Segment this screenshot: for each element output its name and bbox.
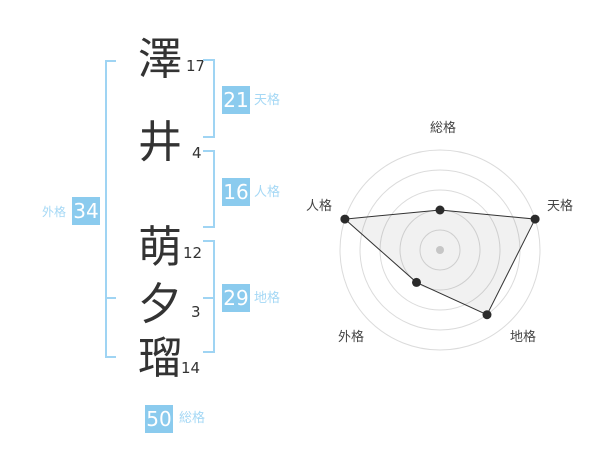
axis-label-soukaku: 総格 <box>430 121 457 136</box>
soukaku-value-badge: 50 <box>145 405 173 433</box>
radar-point <box>435 205 445 215</box>
grid-ring <box>339 149 541 351</box>
tenkaku-value-badge: 21 <box>222 86 250 114</box>
name-char-5: 瑠 <box>138 333 182 384</box>
stroke-count-1: 17 <box>186 57 206 75</box>
axis-label-gaikaku: 外格 <box>338 330 365 345</box>
name-char-4: 夕 <box>138 279 182 330</box>
jinkaku-label: 人格 <box>254 185 281 200</box>
jinkaku-value-badge: 16 <box>222 178 250 206</box>
name-char-2: 井 <box>138 117 182 168</box>
stroke-count-2: 4 <box>192 144 202 162</box>
radar-point <box>412 277 421 287</box>
tenkaku-label: 天格 <box>254 93 281 108</box>
gaikaku-value-badge: 34 <box>72 197 100 225</box>
name-char-1: 澤 <box>138 34 182 85</box>
axis-label-tenkaku: 天格 <box>547 199 574 214</box>
chikaku-value-badge: 29 <box>222 284 250 312</box>
soukaku-label: 総格 <box>179 411 206 426</box>
axis-label-chikaku: 地格 <box>510 330 537 345</box>
stroke-count-4: 3 <box>191 303 201 321</box>
chikaku-label: 地格 <box>254 291 281 306</box>
radar-polygon <box>343 209 536 316</box>
radar-point <box>340 214 350 224</box>
center-dot <box>436 246 444 254</box>
stroke-count-5: 14 <box>181 359 201 377</box>
gaikaku-label: 外格 <box>42 205 67 219</box>
stroke-count-3: 12 <box>183 244 203 262</box>
grid-ring <box>419 229 461 271</box>
radar-point <box>482 310 492 320</box>
axis-label-jinkaku: 人格 <box>306 199 333 214</box>
name-char-3: 萌 <box>138 222 182 273</box>
radar-point <box>530 214 540 224</box>
